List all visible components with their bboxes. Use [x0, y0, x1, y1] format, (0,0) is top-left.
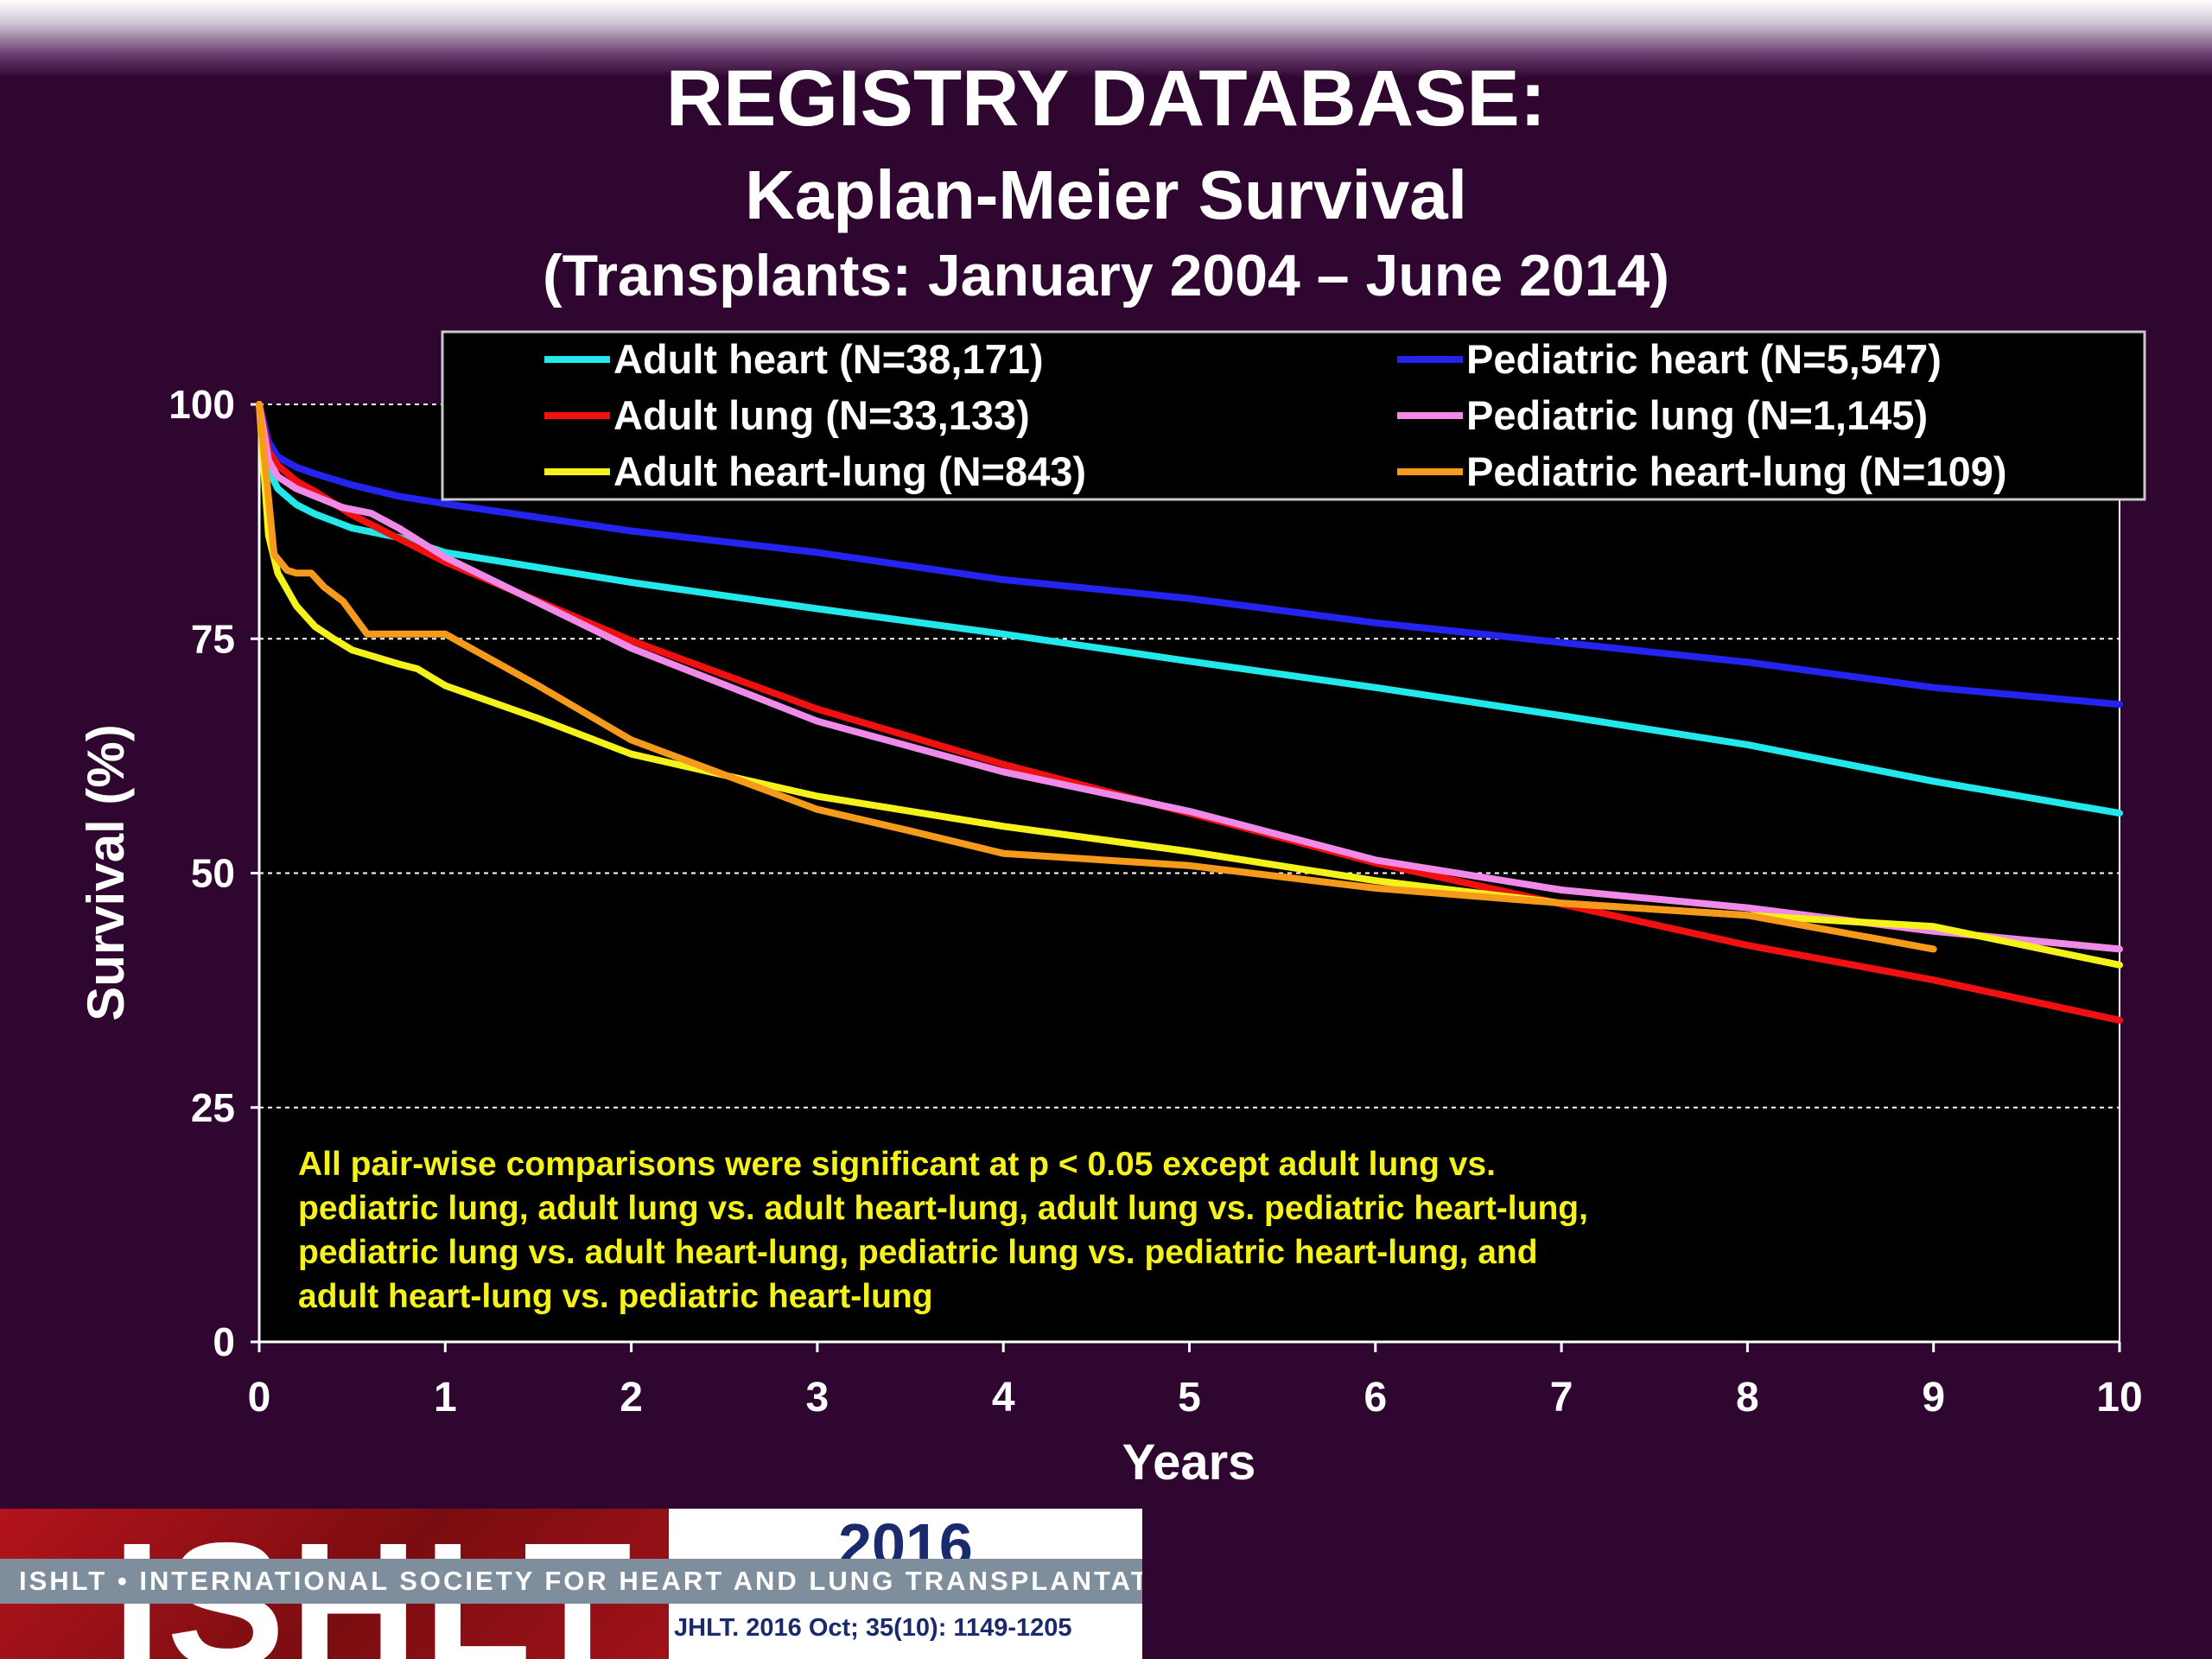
- x-tick-label: 3: [806, 1375, 830, 1421]
- x-tick-label: 4: [992, 1375, 1015, 1421]
- series-line-pediatric-lung: [256, 401, 2123, 953]
- annotation-line: All pair-wise comparisons were significa…: [298, 1146, 1496, 1183]
- x-tick-label: 6: [1363, 1375, 1387, 1421]
- y-tick-label: 25: [191, 1085, 235, 1130]
- legend-label-adult-heart: Adult heart (N=38,171): [613, 336, 1044, 382]
- y-tick-label: 75: [191, 616, 235, 661]
- y-tick-label: 100: [168, 382, 235, 427]
- series-line-pediatric-heart-lung: [256, 401, 1937, 953]
- title-subtitle: Kaplan-Meier Survival: [745, 156, 1467, 233]
- x-tick-label: 0: [248, 1375, 271, 1421]
- x-tick-label: 1: [434, 1375, 457, 1421]
- x-tick-label: 8: [1736, 1375, 1759, 1421]
- annotation-line: pediatric lung, adult lung vs. adult hea…: [298, 1190, 1588, 1227]
- legend-label-pediatric-heart-lung: Pediatric heart-lung (N=109): [1466, 448, 2007, 494]
- x-tick-label: 2: [620, 1375, 643, 1421]
- title-main: REGISTRY DATABASE:: [665, 54, 1547, 143]
- y-axis-label: Survival (%): [77, 724, 135, 1020]
- survival-chart: 0 25 50 75 100 0 1 2 3 4 5 6 7 8 9 10 Adult heart (N=38…: [77, 330, 2146, 1491]
- title-date-range: (Transplants: January 2004 – June 2014): [543, 243, 1669, 308]
- x-tick-label: 10: [2096, 1375, 2142, 1421]
- society-name-strip: ISHLT • INTERNATIONAL SOCIETY FOR HEART …: [0, 1559, 1142, 1604]
- legend-label-pediatric-lung: Pediatric lung (N=1,145): [1466, 392, 1928, 438]
- y-tick-label: 50: [191, 851, 235, 896]
- y-tick-label: 0: [213, 1319, 235, 1364]
- x-tick-label: 5: [1178, 1375, 1201, 1421]
- series-line-adult-heart: [256, 401, 2123, 817]
- annotation-line: pediatric lung vs. adult heart-lung, ped…: [298, 1234, 1538, 1271]
- legend-label-pediatric-heart: Pediatric heart (N=5,547): [1466, 336, 1942, 382]
- legend-box: [441, 330, 2146, 501]
- legend-label-adult-heart-lung: Adult heart-lung (N=843): [613, 448, 1086, 494]
- x-tick-label: 9: [1922, 1375, 1945, 1421]
- annotation-line: adult heart-lung vs. pediatric heart-lun…: [298, 1278, 933, 1315]
- legend-label-adult-lung: Adult lung (N=33,133): [613, 392, 1030, 438]
- series-line-pediatric-heart: [256, 401, 2123, 709]
- x-axis-label: Years: [1122, 1434, 1256, 1491]
- footer-citation: JHLT. 2016 Oct; 35(10): 1149-1205: [674, 1614, 1072, 1642]
- x-tick-label: 7: [1550, 1375, 1573, 1421]
- top-gradient-band: [0, 0, 2212, 78]
- series-line-adult-lung: [256, 401, 2123, 1024]
